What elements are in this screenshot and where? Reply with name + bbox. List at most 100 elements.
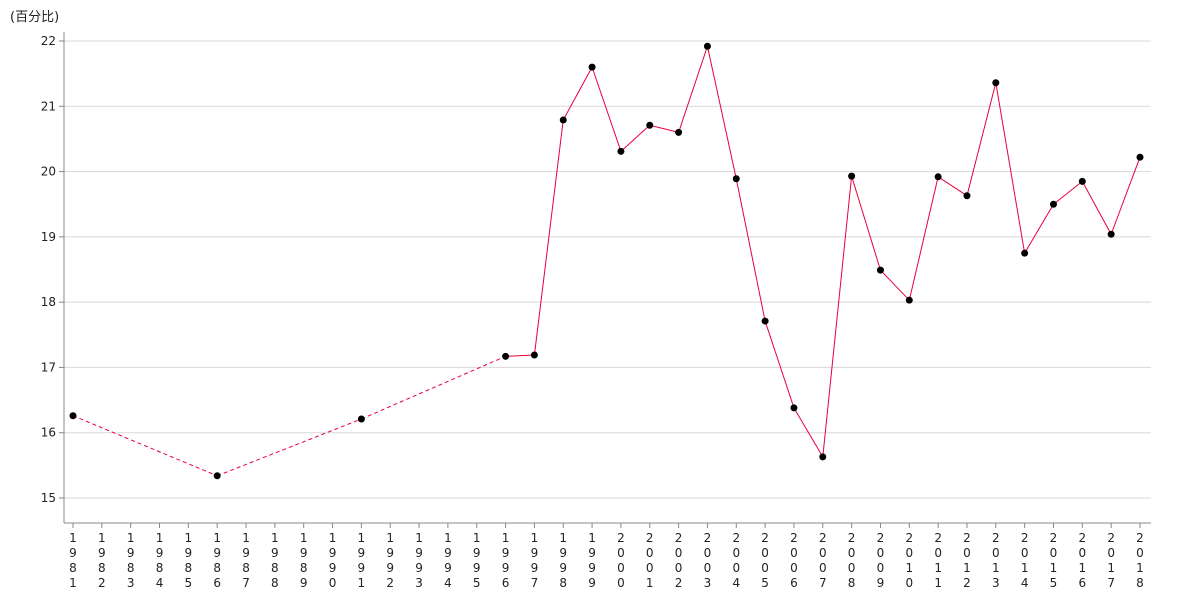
x-tick-label: 1 [242,531,250,545]
y-tick-label: 18 [41,295,56,309]
series-segment [966,82,997,196]
x-tick-label: 2 [1021,531,1029,545]
x-tick-label: 0 [732,546,740,560]
x-tick-label: 9 [559,561,567,575]
data-point [588,63,596,71]
x-tick-label: 2 [934,531,942,545]
series-segment [937,176,968,197]
x-tick-label: 1 [98,531,106,545]
data-point [1021,249,1029,257]
data-point [934,173,942,181]
x-tick-label: 2 [992,531,1000,545]
x-tick-label: 2 [675,576,683,590]
x-tick-label: 9 [415,561,423,575]
data-point [905,296,913,304]
x-tick-label: 9 [444,546,452,560]
x-tick-label: 3 [704,576,712,590]
x-tick-label: 9 [386,561,394,575]
x-tick-label: 1 [1050,561,1058,575]
series-segment [217,418,362,477]
x-tick-label: 0 [905,546,913,560]
x-tick-label: 2 [732,531,740,545]
series-segment [793,407,824,458]
x-tick-label: 6 [213,576,221,590]
x-tick-label: 8 [271,576,279,590]
y-tick-label: 22 [41,34,56,48]
x-tick-label: 9 [502,546,510,560]
x-tick-label: 7 [1107,576,1115,590]
x-tick-label: 0 [963,546,971,560]
x-tick-label: 0 [617,576,625,590]
x-tick-label: 1 [358,576,366,590]
y-tick-label: 16 [41,426,56,440]
x-tick-label: 2 [790,531,798,545]
data-point [502,352,510,360]
x-tick-label: 9 [329,561,337,575]
data-point [1107,230,1115,238]
x-tick-label: 1 [185,531,193,545]
x-tick-label: 0 [848,546,856,560]
x-tick-label: 9 [502,561,510,575]
x-tick-label: 9 [877,576,885,590]
x-tick-label: 8 [271,561,279,575]
x-tick-label: 0 [934,546,942,560]
x-tick-label: 0 [675,546,683,560]
x-tick-label: 5 [1050,576,1058,590]
y-tick-label: 21 [41,99,56,113]
data-point [1136,153,1144,161]
x-tick-label: 0 [329,576,337,590]
series-segment [1053,180,1083,205]
x-tick-label: 5 [185,576,193,590]
x-tick-label: 9 [242,546,250,560]
x-tick-label: 0 [704,546,712,560]
x-tick-label: 3 [415,576,423,590]
x-tick-label: 9 [588,561,596,575]
data-point [790,404,798,412]
x-tick-label: 2 [617,531,625,545]
series-segment [822,176,853,457]
x-tick-label: 3 [127,576,135,590]
x-tick-label: 0 [877,546,885,560]
x-tick-label: 2 [386,576,394,590]
x-tick-label: 6 [1079,576,1087,590]
x-tick-label: 9 [213,546,221,560]
x-tick-label: 7 [531,576,539,590]
series-segment [851,175,881,271]
x-tick-label: 8 [127,561,135,575]
x-tick-label: 8 [98,561,106,575]
series-segment [1081,181,1112,235]
data-point [876,266,884,274]
data-point [69,412,77,420]
x-tick-label: 4 [156,576,164,590]
series-segment [505,354,535,357]
x-tick-label: 1 [127,531,135,545]
x-tick-label: 9 [69,546,77,560]
x-tick-label: 4 [732,576,740,590]
x-tick-label: 2 [646,531,654,545]
data-point [819,453,827,461]
x-tick-label: 0 [1021,546,1029,560]
x-tick-label: 9 [415,546,423,560]
x-tick-label: 8 [559,576,567,590]
x-tick-label: 9 [156,546,164,560]
x-tick-label: 9 [329,546,337,560]
data-point [1049,200,1057,208]
series-segment [1110,157,1141,235]
x-tick-label: 0 [617,561,625,575]
x-tick-label: 9 [531,546,539,560]
x-tick-label: 9 [444,561,452,575]
x-tick-label: 9 [127,546,135,560]
data-point [213,472,221,480]
x-tick-label: 8 [185,561,193,575]
x-tick-label: 0 [1079,546,1087,560]
data-point [675,128,683,136]
x-tick-label: 9 [386,546,394,560]
x-tick-label: 2 [848,531,856,545]
x-tick-label: 0 [877,561,885,575]
x-tick-label: 9 [358,561,366,575]
x-tick-label: 2 [963,576,971,590]
x-tick-label: 1 [473,531,481,545]
x-tick-label: 1 [934,576,942,590]
